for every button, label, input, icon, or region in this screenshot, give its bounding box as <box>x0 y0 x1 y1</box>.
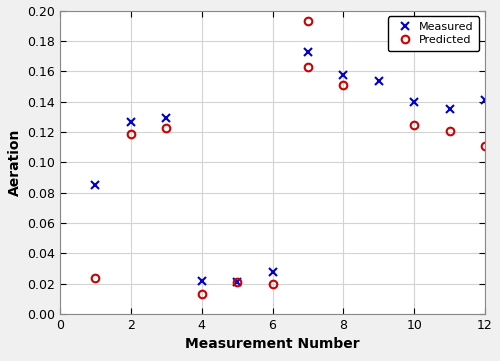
Predicted <box>270 282 276 286</box>
Predicted <box>411 122 417 127</box>
Predicted <box>340 83 346 87</box>
Predicted <box>198 292 204 296</box>
Measured <box>305 49 311 54</box>
Predicted <box>92 275 98 280</box>
X-axis label: Measurement Number: Measurement Number <box>185 338 360 352</box>
Legend: Measured, Predicted: Measured, Predicted <box>388 16 480 51</box>
Measured <box>234 280 240 284</box>
Predicted <box>163 125 169 130</box>
Measured <box>198 279 204 283</box>
Predicted <box>446 129 452 133</box>
Predicted <box>482 144 488 148</box>
Measured <box>270 269 276 274</box>
Y-axis label: Aeration: Aeration <box>8 129 22 196</box>
Predicted <box>305 19 311 23</box>
Line: Predicted: Predicted <box>92 18 489 298</box>
Measured <box>411 100 417 104</box>
Measured <box>92 183 98 187</box>
Measured <box>163 116 169 121</box>
Predicted <box>305 65 311 69</box>
Predicted <box>234 280 240 284</box>
Measured <box>128 119 134 124</box>
Line: Measured: Measured <box>91 48 489 286</box>
Measured <box>446 107 452 112</box>
Measured <box>482 98 488 103</box>
Measured <box>376 78 382 83</box>
Predicted <box>128 131 134 136</box>
Measured <box>340 72 346 77</box>
